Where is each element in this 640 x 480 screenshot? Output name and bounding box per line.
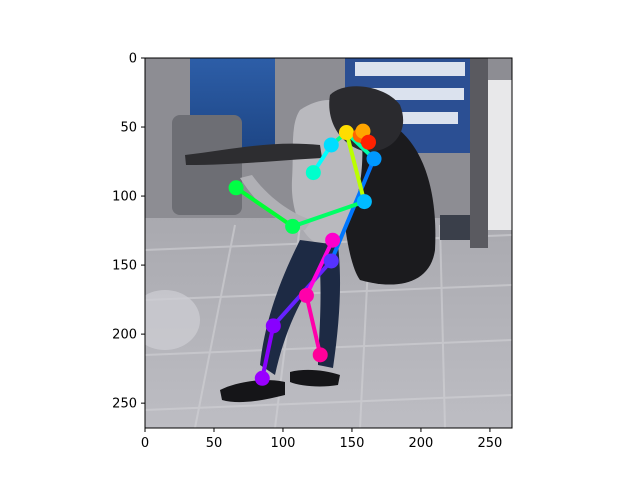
limb-right-knee-right-ankle: [304, 293, 323, 357]
backpack: [339, 113, 436, 285]
keypoint-left-wrist: [228, 180, 244, 196]
keypoint-right-elbow: [305, 165, 321, 181]
y-tick-label: 0: [129, 52, 137, 67]
keypoint-left-ankle: [254, 370, 270, 386]
y-tick-label: 50: [120, 121, 137, 136]
keypoint-right-ankle: [312, 347, 328, 363]
wall-panel: [440, 215, 470, 240]
keypoint-left-shoulder: [366, 151, 382, 167]
limb-left-elbow-right-wrist: [290, 199, 367, 229]
keypoint-left-knee: [265, 318, 281, 334]
pose-keypoints: [228, 123, 382, 386]
axes-frame: [144, 57, 513, 429]
limb-right-hip-right-knee: [304, 238, 335, 298]
y-tick-label: 100: [112, 190, 137, 205]
keypoint-right-shoulder: [323, 137, 339, 153]
keypoint-left-elbow: [356, 194, 372, 210]
x-tick-label: 150: [340, 436, 365, 451]
y-tick-label: 250: [112, 397, 137, 412]
x-tick-label: 0: [141, 436, 149, 451]
legs: [260, 240, 341, 375]
keypoint-right-knee: [298, 287, 314, 303]
keypoint-left-ear: [361, 134, 377, 150]
keypoint-right-wrist: [285, 218, 301, 234]
keypoint-nose: [338, 125, 354, 141]
keypoint-right-hip: [325, 232, 341, 248]
limb-left-knee-left-ankle: [260, 323, 276, 381]
limb-right-wrist-left-wrist: [234, 185, 295, 229]
floor-reflection: [145, 290, 200, 350]
y-axis: 0 50 100 150 200 250: [112, 52, 145, 412]
person-silhouette: [185, 86, 436, 403]
x-axis: 0 50 100 150 200 250: [141, 428, 502, 451]
doorway: [485, 80, 512, 230]
x-tick-label: 50: [206, 436, 223, 451]
x-tick-label: 200: [409, 436, 434, 451]
limb-nose-left-elbow: [344, 130, 367, 204]
keypoint-left-hip: [323, 253, 339, 269]
keypoint-right-eye: [355, 123, 371, 139]
trash-bin: [172, 115, 242, 215]
y-tick-label: 200: [112, 328, 137, 343]
door-frame: [470, 58, 488, 248]
carried-object: [185, 143, 322, 165]
shoes: [220, 369, 340, 403]
x-tick-label: 250: [478, 436, 503, 451]
arms: [240, 175, 312, 231]
photo: [145, 58, 512, 428]
y-tick-label: 150: [112, 259, 137, 274]
x-tick-label: 100: [271, 436, 296, 451]
